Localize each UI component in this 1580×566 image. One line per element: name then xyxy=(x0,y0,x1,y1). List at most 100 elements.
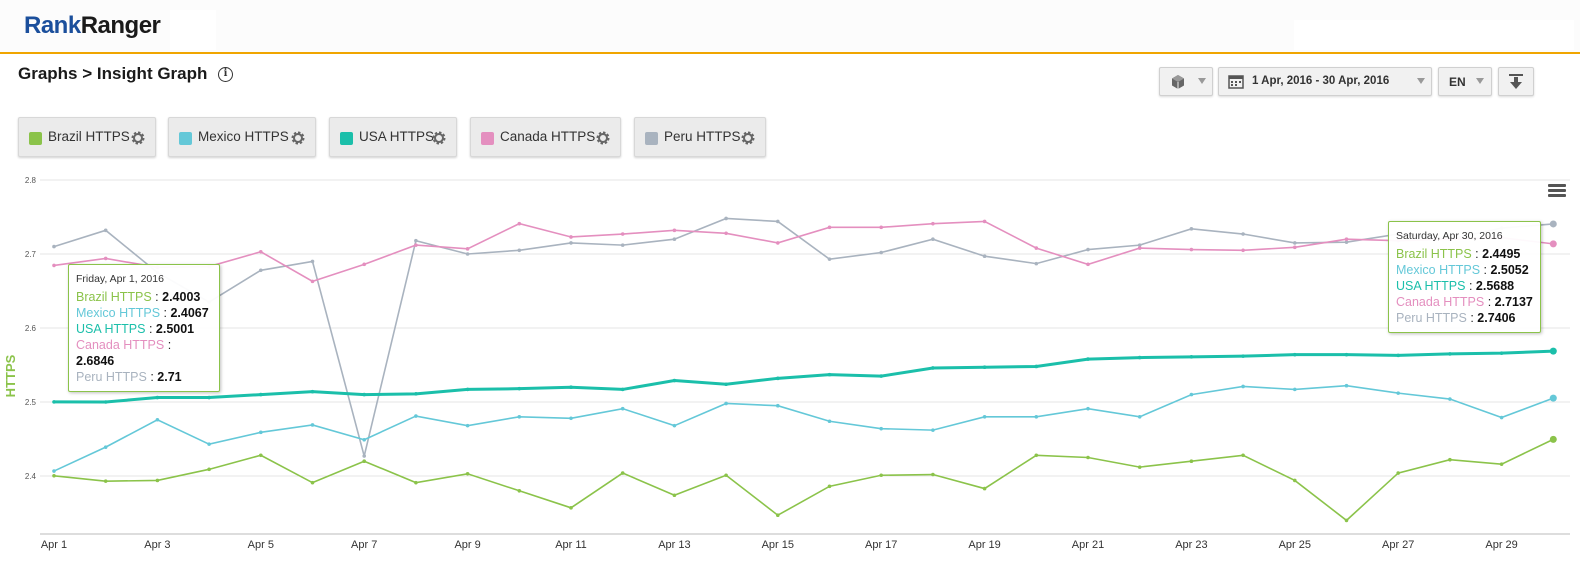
data-point-brazil-https[interactable] xyxy=(879,473,883,478)
data-point-peru-https[interactable] xyxy=(724,216,728,221)
data-point-usa-https[interactable] xyxy=(1396,353,1400,358)
data-point-peru-https[interactable] xyxy=(672,237,677,241)
data-point-mexico-https[interactable] xyxy=(414,414,418,418)
data-point-mexico-https[interactable] xyxy=(1086,406,1090,411)
data-point-usa-https[interactable] xyxy=(672,378,677,383)
data-point-canada-https[interactable] xyxy=(1549,240,1557,248)
data-point-mexico-https[interactable] xyxy=(207,442,211,446)
data-point-canada-https[interactable] xyxy=(620,232,625,236)
data-point-brazil-https[interactable] xyxy=(672,493,677,498)
data-point-usa-https[interactable] xyxy=(103,400,108,404)
data-point-peru-https[interactable] xyxy=(259,268,263,273)
data-point-brazil-https[interactable] xyxy=(207,467,211,472)
project-selector-button[interactable] xyxy=(1159,67,1213,96)
data-point-peru-https[interactable] xyxy=(931,237,935,241)
data-point-canada-https[interactable] xyxy=(1189,247,1194,252)
data-point-usa-https[interactable] xyxy=(362,392,367,397)
data-point-canada-https[interactable] xyxy=(52,263,56,268)
data-point-brazil-https[interactable] xyxy=(1549,435,1557,443)
rank-ranger-logo[interactable]: RankRanger xyxy=(24,12,161,40)
data-point-peru-https[interactable] xyxy=(517,248,522,253)
data-point-usa-https[interactable] xyxy=(724,382,728,387)
data-point-peru-https[interactable] xyxy=(776,219,780,224)
data-point-brazil-https[interactable] xyxy=(155,478,160,483)
data-point-mexico-https[interactable] xyxy=(362,437,367,442)
data-point-brazil-https[interactable] xyxy=(1448,457,1452,462)
data-point-brazil-https[interactable] xyxy=(1499,462,1504,466)
data-point-canada-https[interactable] xyxy=(362,262,367,267)
data-point-brazil-https[interactable] xyxy=(724,473,728,478)
data-point-brazil-https[interactable] xyxy=(1396,471,1400,475)
data-point-peru-https[interactable] xyxy=(103,228,108,233)
data-point-peru-https[interactable] xyxy=(827,257,832,261)
data-point-canada-https[interactable] xyxy=(1086,262,1090,267)
data-point-brazil-https[interactable] xyxy=(931,472,935,477)
legend-item-mexico-https[interactable]: Mexico HTTPS xyxy=(168,117,316,157)
data-point-peru-https[interactable] xyxy=(310,259,315,264)
data-point-brazil-https[interactable] xyxy=(52,473,56,478)
data-point-peru-https[interactable] xyxy=(1086,247,1090,252)
data-point-brazil-https[interactable] xyxy=(620,471,625,475)
gear-icon[interactable] xyxy=(595,130,611,146)
data-point-usa-https[interactable] xyxy=(414,392,418,396)
data-point-brazil-https[interactable] xyxy=(1293,478,1297,483)
data-point-brazil-https[interactable] xyxy=(517,489,522,493)
data-point-usa-https[interactable] xyxy=(776,376,780,381)
data-point-mexico-https[interactable] xyxy=(1448,397,1452,401)
data-point-brazil-https[interactable] xyxy=(1241,453,1245,458)
data-point-mexico-https[interactable] xyxy=(1549,394,1557,402)
data-point-canada-https[interactable] xyxy=(1293,245,1297,250)
data-point-usa-https[interactable] xyxy=(569,385,573,389)
data-point-canada-https[interactable] xyxy=(517,221,522,226)
data-point-mexico-https[interactable] xyxy=(879,426,883,431)
data-point-peru-https[interactable] xyxy=(414,238,418,243)
data-point-brazil-https[interactable] xyxy=(1189,459,1194,464)
data-point-usa-https[interactable] xyxy=(1499,351,1504,355)
data-point-mexico-https[interactable] xyxy=(620,406,625,411)
data-point-usa-https[interactable] xyxy=(879,374,883,378)
data-point-mexico-https[interactable] xyxy=(1344,383,1349,388)
date-range-picker[interactable]: 1 Apr, 2016 - 30 Apr, 2016 xyxy=(1218,67,1432,96)
data-point-usa-https[interactable] xyxy=(259,392,263,397)
data-point-usa-https[interactable] xyxy=(1241,354,1245,358)
data-point-peru-https[interactable] xyxy=(879,250,883,255)
data-point-peru-https[interactable] xyxy=(1293,241,1297,245)
data-point-mexico-https[interactable] xyxy=(1499,415,1504,420)
data-point-canada-https[interactable] xyxy=(724,231,728,236)
data-point-mexico-https[interactable] xyxy=(931,428,935,432)
gear-icon[interactable] xyxy=(290,130,306,146)
data-point-usa-https[interactable] xyxy=(52,400,56,404)
gear-icon[interactable] xyxy=(740,130,756,146)
data-point-canada-https[interactable] xyxy=(259,249,263,254)
data-point-mexico-https[interactable] xyxy=(1034,415,1039,419)
data-point-peru-https[interactable] xyxy=(52,244,56,249)
download-button[interactable] xyxy=(1498,67,1534,96)
data-point-canada-https[interactable] xyxy=(103,256,108,261)
menu-icon[interactable] xyxy=(1548,184,1566,198)
data-point-mexico-https[interactable] xyxy=(517,415,522,419)
data-point-canada-https[interactable] xyxy=(465,247,470,251)
data-point-canada-https[interactable] xyxy=(827,225,832,230)
data-point-mexico-https[interactable] xyxy=(155,417,160,422)
data-point-usa-https[interactable] xyxy=(931,366,935,370)
data-point-usa-https[interactable] xyxy=(517,386,522,391)
data-point-canada-https[interactable] xyxy=(931,221,935,226)
data-point-usa-https[interactable] xyxy=(1086,357,1090,361)
data-point-canada-https[interactable] xyxy=(414,243,418,247)
data-point-peru-https[interactable] xyxy=(1549,220,1557,228)
data-point-usa-https[interactable] xyxy=(1034,364,1039,369)
gear-icon[interactable] xyxy=(130,130,146,146)
data-point-mexico-https[interactable] xyxy=(103,445,108,449)
data-point-mexico-https[interactable] xyxy=(1137,415,1142,419)
language-selector[interactable]: EN xyxy=(1438,67,1492,96)
data-point-canada-https[interactable] xyxy=(310,279,315,284)
data-point-canada-https[interactable] xyxy=(1137,246,1142,250)
data-point-brazil-https[interactable] xyxy=(259,453,263,458)
data-point-usa-https[interactable] xyxy=(1344,352,1349,357)
data-point-mexico-https[interactable] xyxy=(569,416,573,421)
data-point-mexico-https[interactable] xyxy=(1241,384,1245,389)
data-point-peru-https[interactable] xyxy=(982,254,987,259)
data-point-brazil-https[interactable] xyxy=(982,486,987,491)
data-point-brazil-https[interactable] xyxy=(310,480,315,485)
data-point-canada-https[interactable] xyxy=(776,241,780,245)
